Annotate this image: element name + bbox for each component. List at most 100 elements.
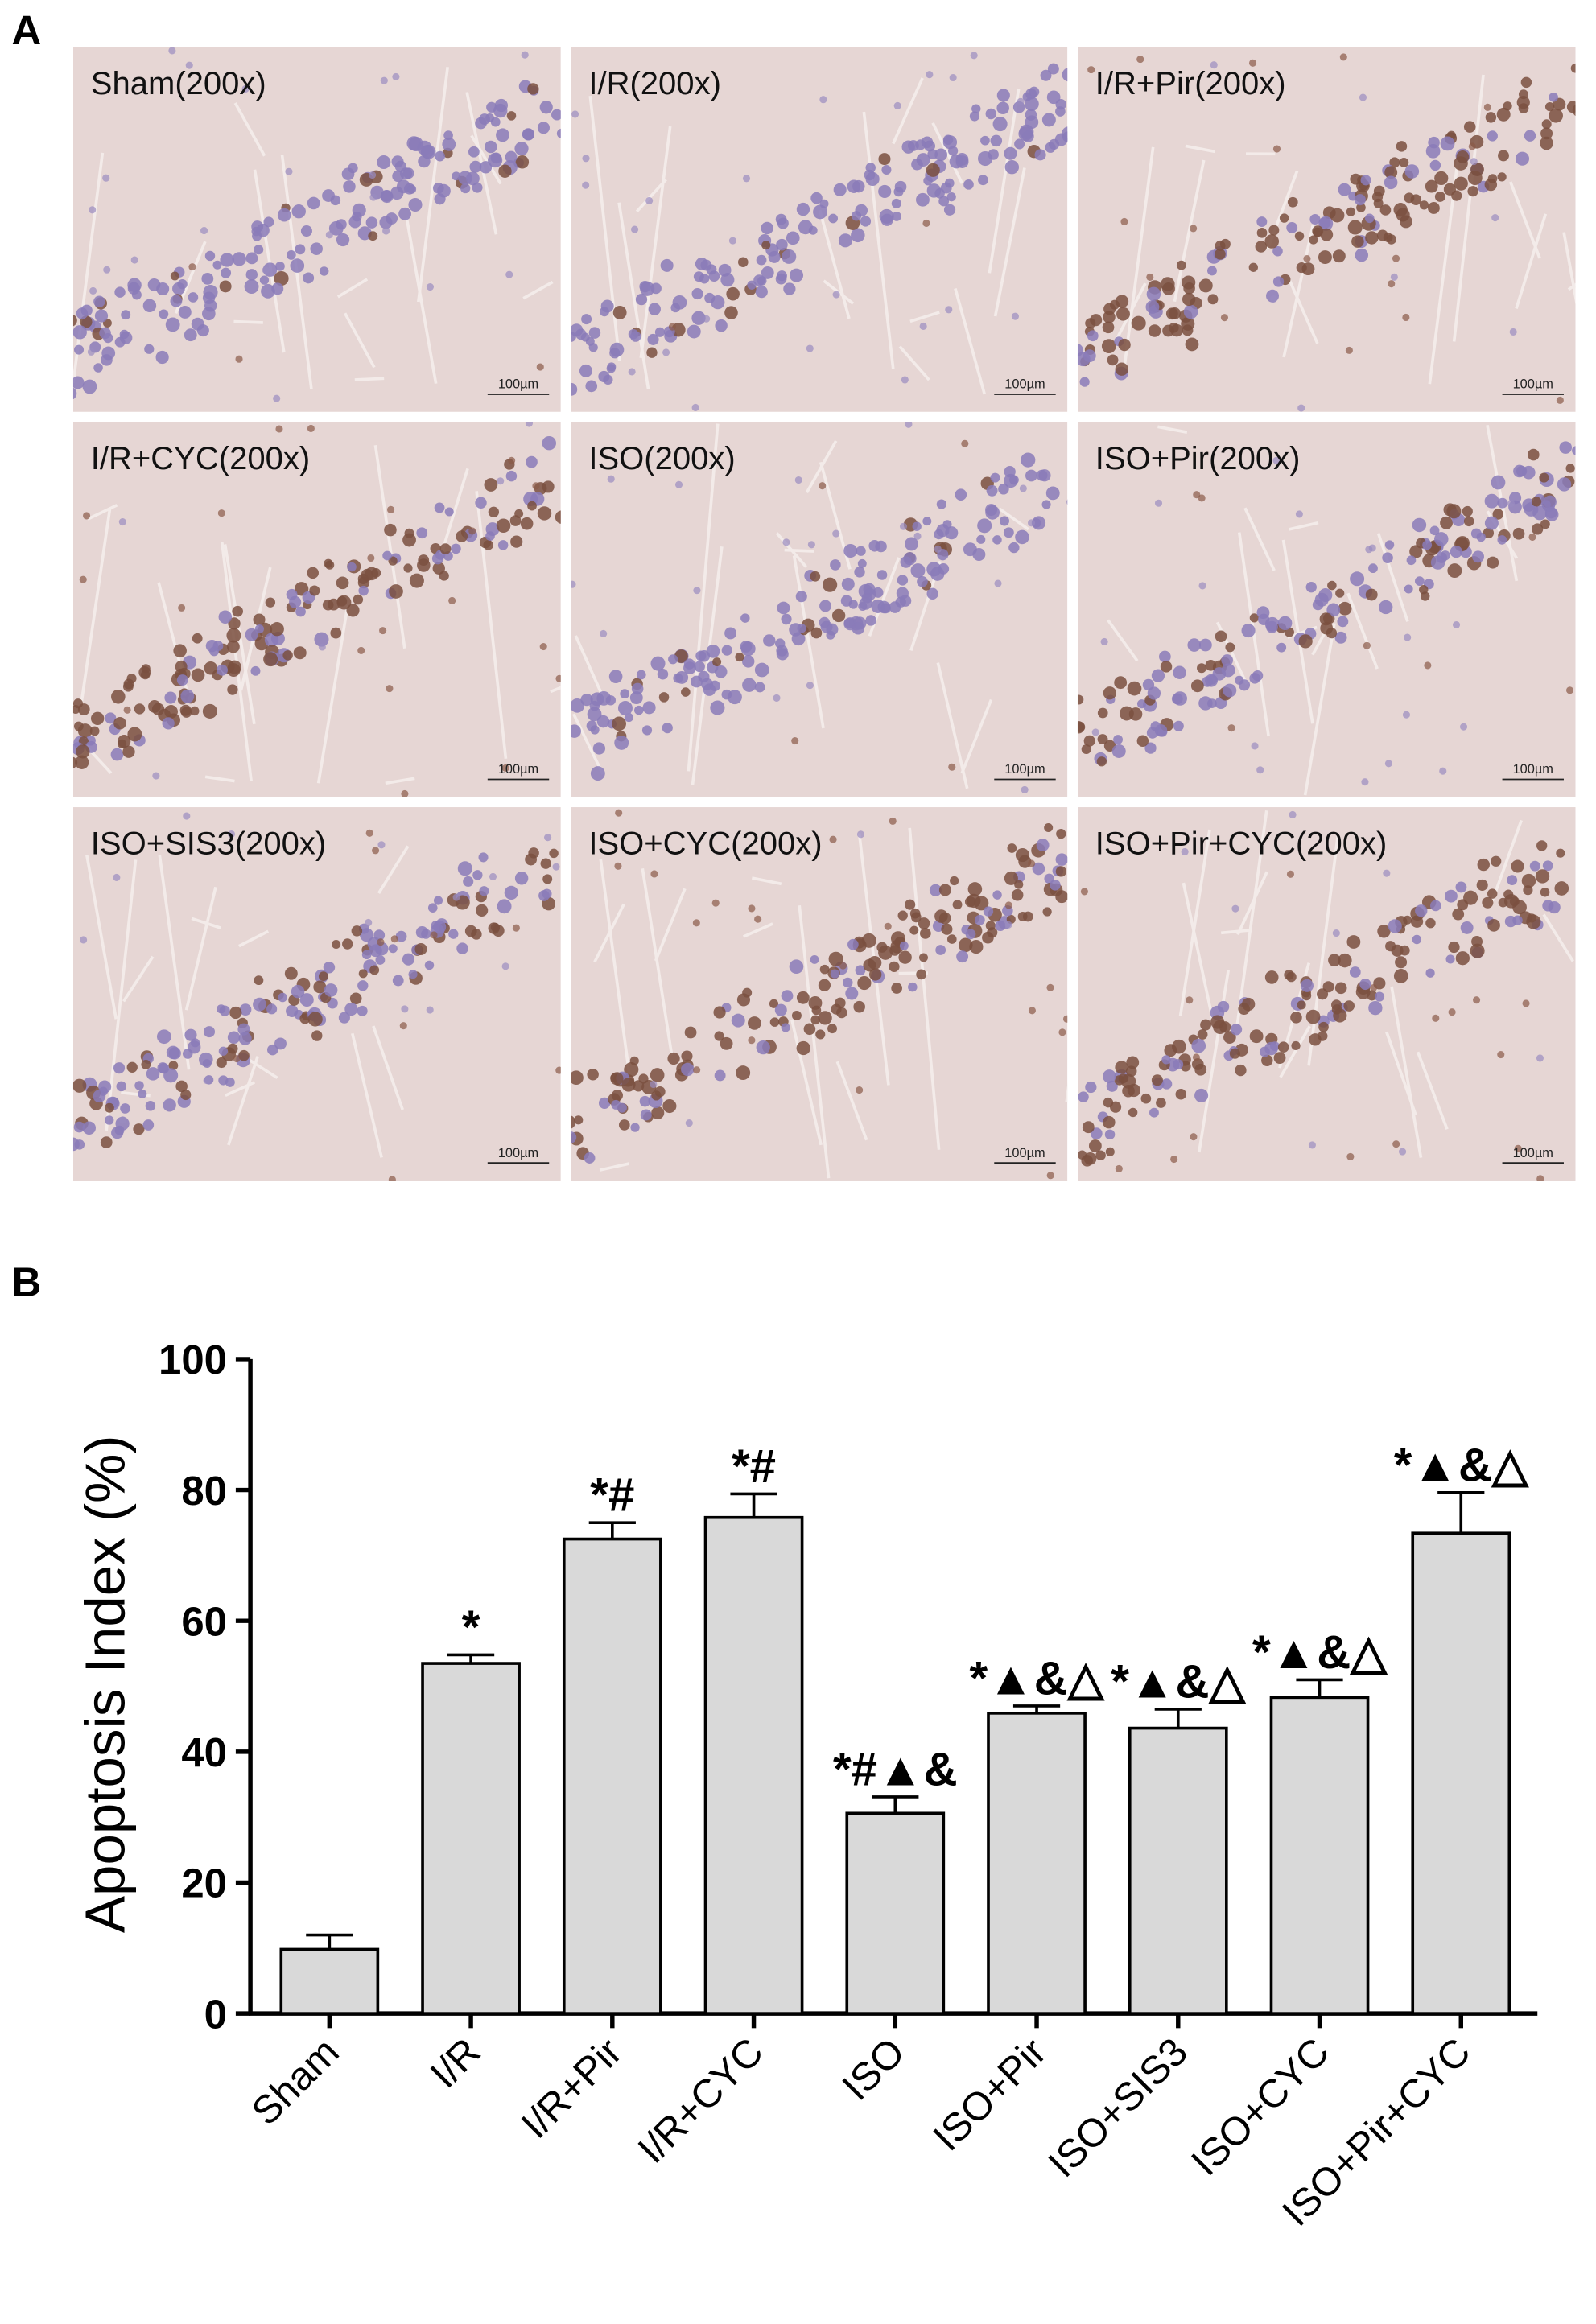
cell <box>432 553 443 564</box>
cell <box>391 935 398 942</box>
cell <box>686 1119 693 1127</box>
cell <box>897 587 909 599</box>
cell <box>175 661 188 673</box>
cell <box>1146 300 1160 314</box>
cell <box>943 520 952 529</box>
cell <box>1161 661 1172 672</box>
cell <box>1497 535 1507 545</box>
cell <box>819 1011 832 1024</box>
cell <box>993 117 1008 131</box>
y-tick-label: 20 <box>181 1860 227 1906</box>
cell <box>1337 616 1348 627</box>
cell <box>651 1090 661 1100</box>
cell <box>647 334 658 345</box>
cell <box>1015 530 1029 545</box>
cell <box>992 890 1001 899</box>
cell <box>1372 192 1383 202</box>
cell <box>1559 441 1572 454</box>
cell <box>813 204 827 219</box>
cell <box>1536 1054 1544 1061</box>
cell <box>386 212 398 225</box>
cell <box>809 226 818 235</box>
image-label: ISO+SIS3(200x) <box>91 826 326 861</box>
cell <box>1351 235 1364 248</box>
cell <box>542 480 555 492</box>
cell <box>1428 202 1440 214</box>
cell <box>636 294 647 305</box>
cell <box>74 345 84 355</box>
significance-label: *▲&△ <box>1111 1655 1246 1708</box>
cell <box>1395 956 1407 968</box>
cell <box>1512 916 1522 925</box>
cell <box>808 541 815 548</box>
cell <box>261 284 275 299</box>
cell <box>804 1023 816 1035</box>
cell <box>1166 307 1178 319</box>
micrograph-background <box>73 47 561 412</box>
cell <box>853 1001 865 1013</box>
cell <box>1467 186 1478 196</box>
cell <box>1348 220 1363 234</box>
cell <box>1062 68 1076 81</box>
fiber <box>785 550 814 551</box>
cell <box>480 161 492 173</box>
cell <box>812 1006 822 1016</box>
cell <box>515 872 528 884</box>
cell <box>389 584 403 599</box>
cell <box>1522 874 1536 888</box>
cell <box>754 916 761 923</box>
micrograph-background <box>571 47 1068 412</box>
cell <box>495 99 508 112</box>
cell <box>82 1121 96 1135</box>
cell <box>1290 1012 1302 1024</box>
cell <box>847 939 859 950</box>
cell <box>970 111 979 121</box>
cell <box>1249 673 1260 684</box>
cell <box>1083 349 1096 362</box>
cell <box>720 273 734 286</box>
cell <box>988 149 998 159</box>
cell <box>1155 500 1162 507</box>
cell <box>585 381 597 393</box>
cell <box>453 893 460 900</box>
cell <box>1472 550 1484 562</box>
x-tick-label: Sham <box>244 2030 348 2134</box>
cell <box>1046 486 1060 500</box>
cell <box>607 364 616 373</box>
cell <box>1004 147 1017 160</box>
cell <box>911 563 926 578</box>
cell <box>1363 642 1371 649</box>
cell <box>782 538 790 546</box>
cell <box>245 279 259 294</box>
cell <box>1146 274 1153 281</box>
cell <box>1355 249 1368 262</box>
cell <box>1445 890 1458 903</box>
cell <box>1198 494 1206 501</box>
cell <box>410 574 424 588</box>
cell <box>1297 1000 1305 1009</box>
cell <box>710 681 720 691</box>
cell <box>1359 94 1367 101</box>
cell <box>93 363 103 373</box>
cell <box>1532 497 1541 506</box>
cell <box>122 745 134 757</box>
cell <box>220 1005 230 1016</box>
cell <box>540 643 547 650</box>
cell <box>367 554 374 562</box>
cell <box>1301 979 1314 992</box>
cell <box>551 109 563 121</box>
cell <box>1400 215 1412 228</box>
cell <box>366 830 373 837</box>
cell <box>458 171 472 184</box>
cell <box>1462 506 1473 517</box>
cell <box>699 650 710 661</box>
cell <box>114 286 125 297</box>
cell <box>1391 274 1398 281</box>
y-tick-label: 100 <box>159 1337 227 1382</box>
cell <box>120 1103 130 1114</box>
cell <box>797 203 810 216</box>
cell <box>854 567 864 577</box>
cell <box>287 589 298 600</box>
cell <box>384 524 397 537</box>
cell <box>1021 786 1029 793</box>
